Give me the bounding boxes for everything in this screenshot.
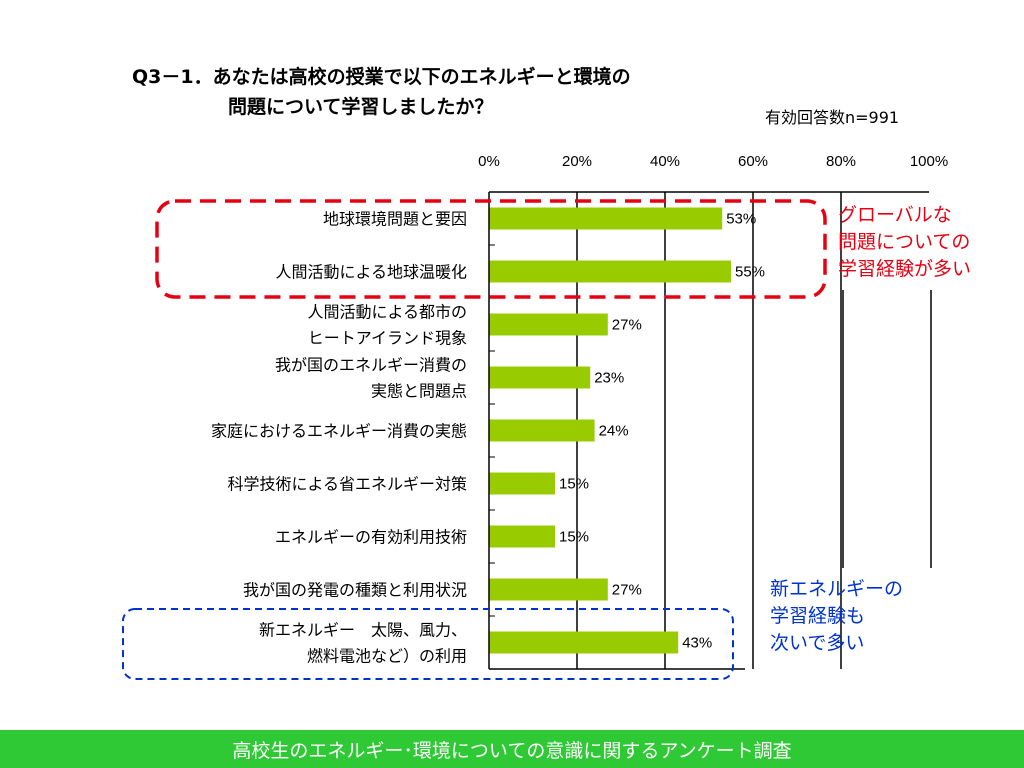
bar: [489, 260, 731, 283]
data-label: 23%: [594, 370, 624, 387]
annotation-line: 次いで多い: [770, 632, 865, 654]
annotation-line: 学習経験も: [770, 605, 866, 627]
category-label: 我が国の発電の種類と利用状況: [243, 581, 467, 600]
x-tick-label: 40%: [650, 153, 680, 170]
bar-chart: 0% 20% 40% 60% 80% 100% 53% 地球環境問題と要因 55% 人間活動による…: [122, 153, 948, 680]
data-label: 15%: [559, 476, 589, 493]
annotation-line: グローバルな: [838, 204, 952, 226]
category-label: 人間活動による都市の: [307, 303, 467, 322]
bar: [489, 525, 555, 548]
category-label: 地球環境問題と要因: [323, 210, 467, 229]
footer-banner: 高校生のエネルギー･環境についての意識に関するアンケート調査: [0, 730, 1024, 768]
bar: [489, 631, 679, 654]
data-label: 15%: [559, 529, 589, 546]
annotation-line: 学習経験が多い: [838, 258, 972, 280]
bar: [489, 313, 608, 336]
highlight-box-red: [155, 199, 827, 299]
category-label: エネルギーの有効利用技術: [275, 528, 467, 547]
data-label: 24%: [599, 423, 629, 440]
annotation-line: 新エネルギーの: [770, 578, 904, 600]
data-label: 43%: [682, 635, 712, 652]
bar: [489, 207, 723, 230]
annotation-line: 問題についての: [838, 231, 971, 253]
data-label: 27%: [612, 582, 642, 599]
annotation-new-energy: 新エネルギーの 学習経験も次いで多い: [770, 576, 903, 657]
category-label: 人間活動による地球温暖化: [275, 263, 467, 282]
category-label: 燃料電池など）の利用: [307, 647, 467, 666]
x-tick-label: 60%: [738, 153, 768, 170]
category-label: 実態と問題点: [371, 382, 467, 401]
bar: [489, 472, 555, 495]
bar: [489, 419, 595, 442]
x-tick-label: 20%: [562, 153, 592, 170]
category-label: 我が国のエネルギー消費の: [275, 356, 467, 375]
chart-title-line1: Q3－1．あなたは高校の授業で以下のエネルギーと環境の: [132, 66, 631, 88]
annotation-global-issues: グローバルな 問題についての 学習経験が多い: [838, 202, 971, 283]
data-label: 27%: [612, 317, 642, 334]
category-label: 家庭におけるエネルギー消費の実態: [211, 422, 467, 441]
data-label: 53%: [726, 211, 756, 228]
chart-title-line2: 問題について学習しましたか？: [228, 96, 494, 118]
x-tick-label: 80%: [826, 153, 856, 170]
bar: [489, 366, 591, 389]
x-tick-label: 100%: [910, 153, 948, 170]
data-label: 55%: [735, 264, 765, 281]
category-label: ヒートアイランド現象: [308, 329, 467, 348]
category-label: 新エネルギー 太陽、風力、: [259, 621, 467, 640]
respondent-count: 有効回答数n=991: [765, 108, 900, 127]
highlight-box-blue: [122, 608, 734, 680]
x-tick-label: 0%: [478, 153, 500, 170]
footer-text: 高校生のエネルギー･環境についての意識に関するアンケート調査: [232, 739, 792, 762]
category-label: 科学技術による省エネルギー対策: [227, 475, 467, 494]
bar: [489, 578, 608, 601]
